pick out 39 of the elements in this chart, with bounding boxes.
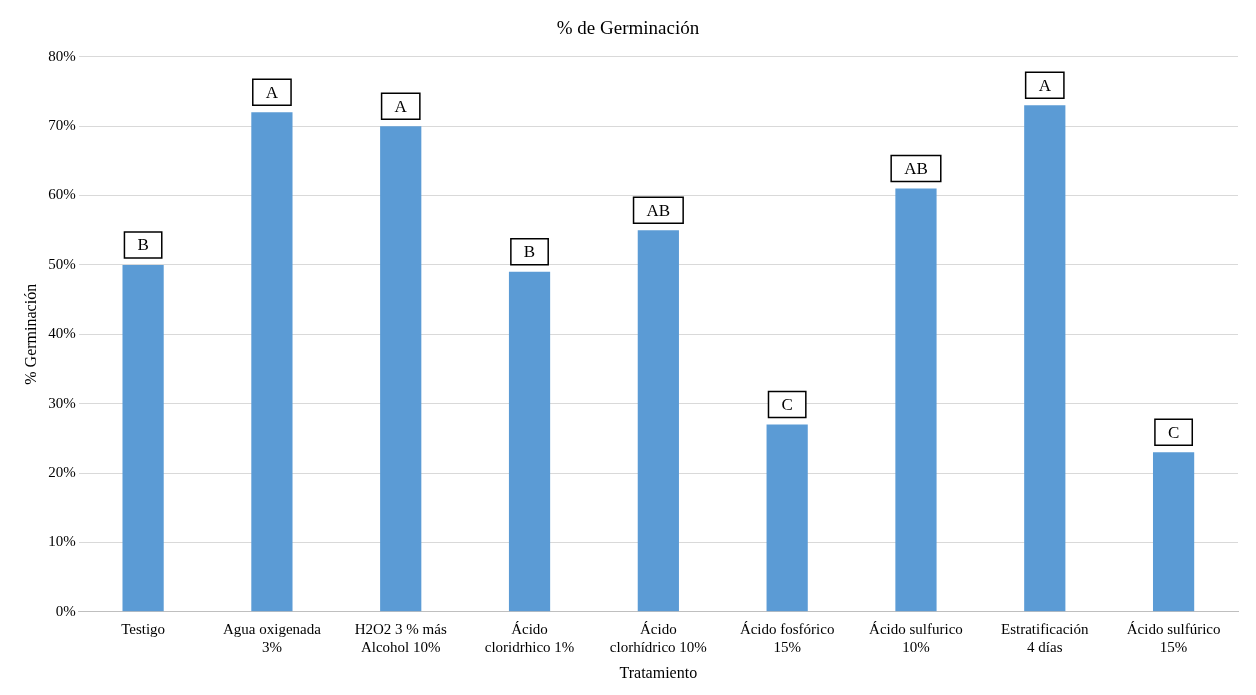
x-tick-label: Ácido cloridrhico 1% xyxy=(484,620,575,655)
y-tick-label: 10% xyxy=(48,533,76,550)
x-tick-label: Testigo xyxy=(121,620,166,637)
x-tick-label: Ácido clorhídrico 10% xyxy=(609,620,707,655)
y-tick-label: 70% xyxy=(48,117,76,134)
annotation: C xyxy=(781,394,793,414)
bar xyxy=(122,264,164,612)
y-tick-label: 30% xyxy=(48,394,76,411)
x-tick-label: H2O2 3 % más Alcohol 10% xyxy=(354,620,447,655)
y-tick-label: 80% xyxy=(48,47,76,64)
annotation: B xyxy=(137,235,149,255)
x-tick-label: Ácido sulfurico 10% xyxy=(869,620,963,655)
annotation: C xyxy=(1167,422,1180,442)
chart-title: % de Germinación xyxy=(556,17,700,39)
y-tick-label: 20% xyxy=(48,463,76,480)
bar xyxy=(766,424,808,612)
bar xyxy=(1152,452,1195,612)
annotation: AB xyxy=(646,200,671,220)
annotation: AB xyxy=(904,159,928,179)
y-tick-label: 0% xyxy=(55,602,76,619)
bar xyxy=(508,271,551,612)
y-tick-label: 40% xyxy=(48,325,76,342)
x-tick-label: Ácido fosfórico 15% xyxy=(739,620,835,655)
bar xyxy=(1024,105,1066,612)
bar xyxy=(637,230,679,612)
x-tick-label: Estratificación 4 días xyxy=(1001,620,1090,655)
x-tick-label: Ácido sulfúrico 15% xyxy=(1126,620,1221,655)
annotation: A xyxy=(265,82,279,102)
bar xyxy=(895,188,937,612)
x-axis-title: Tratamiento xyxy=(619,663,698,681)
annotation: A xyxy=(1038,75,1052,95)
bar xyxy=(251,112,293,612)
annotation: A xyxy=(394,96,408,116)
annotation: B xyxy=(523,242,536,262)
y-tick-label: 60% xyxy=(48,186,76,203)
bar xyxy=(380,126,422,612)
y-axis-title: % Germinación xyxy=(21,283,39,385)
y-tick-label: 50% xyxy=(48,255,76,272)
x-tick-label: Agua oxigenada 3% xyxy=(222,620,322,655)
